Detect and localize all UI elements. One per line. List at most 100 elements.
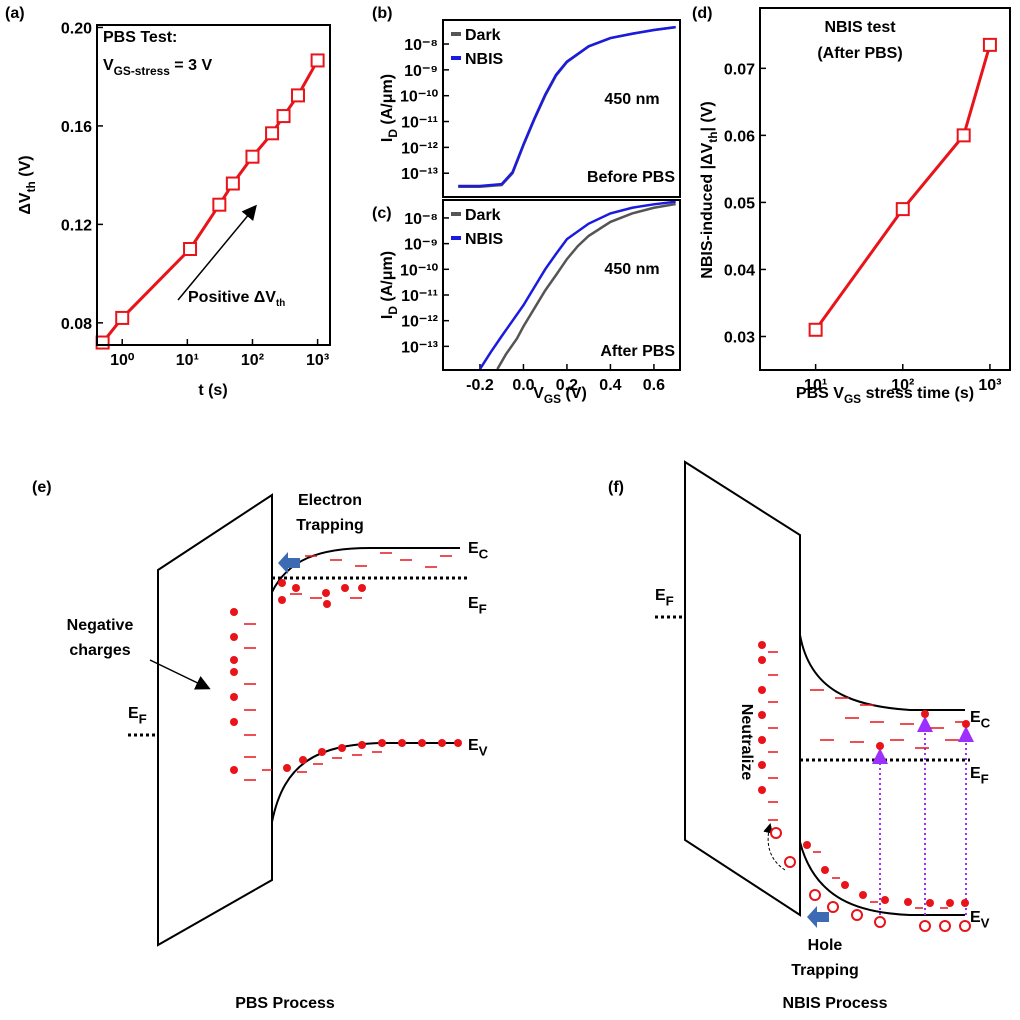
electron xyxy=(454,739,462,747)
data-marker xyxy=(808,322,823,337)
data-line xyxy=(496,202,676,370)
diagram-title: PBS Process xyxy=(235,995,335,1012)
electron xyxy=(758,656,766,664)
trapping-arrow xyxy=(278,552,300,574)
band-label-part: E xyxy=(655,587,666,604)
band-label: EF xyxy=(468,595,487,617)
annotation: 450 nm xyxy=(604,261,659,278)
data-marker xyxy=(982,37,997,52)
data-marker xyxy=(276,109,291,124)
conduction-band xyxy=(271,547,460,593)
x-tick-label: 10¹ xyxy=(804,377,827,394)
electron xyxy=(318,748,326,756)
y-axis-label: ID (A/μm) xyxy=(379,74,400,142)
pointer-arrow xyxy=(149,659,211,690)
annotation-part: th xyxy=(276,298,285,309)
x-tick-label: 0.2 xyxy=(556,377,578,394)
electron xyxy=(230,668,238,676)
electron xyxy=(230,608,238,616)
x-axis-label-part: (V) xyxy=(561,385,587,402)
x-axis-label: VGS (V) xyxy=(533,385,587,406)
panel-label: (d) xyxy=(692,5,712,22)
trapping-label: Trapping xyxy=(791,962,859,979)
electron xyxy=(758,761,766,769)
y-tick-label: 10⁻¹¹ xyxy=(401,115,438,132)
data-line xyxy=(458,25,676,188)
y-tick-label: 10⁻¹¹ xyxy=(401,288,438,305)
y-tick-label: 10⁻⁸ xyxy=(404,37,438,54)
electron xyxy=(292,584,300,592)
annotation: After PBS xyxy=(600,343,675,360)
electron xyxy=(876,742,884,750)
electron xyxy=(398,739,406,747)
annotation-part: (After PBS) xyxy=(817,45,902,62)
x-tick-label: 10² xyxy=(241,352,264,369)
band-label-part: F xyxy=(666,594,674,609)
y-tick-label: 10⁻¹³ xyxy=(401,339,438,356)
electron xyxy=(904,898,912,906)
band-label-part: E xyxy=(468,737,479,754)
electron xyxy=(230,766,238,774)
y-axis-label-part: th xyxy=(24,181,38,192)
band-label-part: C xyxy=(981,716,991,731)
y-axis-label-part: (A/μm) xyxy=(379,74,396,129)
y-axis-label-part: I xyxy=(379,138,396,142)
band-label-part: E xyxy=(970,909,981,926)
y-tick-label: 0.04 xyxy=(724,262,755,279)
x-axis-label-part: stress time (s) xyxy=(861,385,974,402)
hole xyxy=(770,827,782,839)
band-label: EF xyxy=(128,705,147,727)
band-label: EF xyxy=(970,765,989,787)
electron xyxy=(758,786,766,794)
legend-label: Dark xyxy=(465,27,501,44)
y-axis-label: ID (A/μm) xyxy=(379,251,400,319)
trapping-label: Trapping xyxy=(296,517,364,534)
electron xyxy=(230,633,238,641)
x-tick-label: 10¹ xyxy=(176,352,199,369)
electron xyxy=(803,841,811,849)
y-tick-label: 0.12 xyxy=(61,217,92,234)
y-axis-label-part: NBIS-induced |ΔV xyxy=(699,142,716,278)
x-axis-label: t (s) xyxy=(198,382,227,399)
electron xyxy=(859,891,867,899)
y-tick-label: 0.20 xyxy=(61,20,92,37)
panel-label: (f) xyxy=(608,479,624,496)
data-marker xyxy=(290,88,305,103)
electron xyxy=(758,736,766,744)
annotation-part: GS-stress xyxy=(114,64,171,78)
neutralize-label: Neutralize xyxy=(738,704,755,781)
annotation: Before PBS xyxy=(587,169,675,186)
band-label-part: F xyxy=(981,772,989,787)
data-marker xyxy=(225,176,240,191)
band-label-part: V xyxy=(981,916,990,931)
band-label: EV xyxy=(970,909,990,931)
y-tick-label: 10⁻¹⁰ xyxy=(400,89,439,106)
electron xyxy=(278,579,286,587)
y-tick-label: 10⁻¹⁰ xyxy=(400,262,439,279)
data-marker xyxy=(265,126,280,141)
electron xyxy=(283,764,291,772)
conduction-band xyxy=(799,634,965,711)
hole xyxy=(827,901,839,913)
electron xyxy=(358,584,366,592)
y-tick-label: 0.07 xyxy=(724,61,755,78)
panel-label: (a) xyxy=(5,5,25,22)
electron xyxy=(758,711,766,719)
electron xyxy=(299,756,307,764)
annotation: 450 nm xyxy=(604,91,659,108)
electron xyxy=(278,596,286,604)
diagram-f-shapes xyxy=(655,460,970,917)
electron xyxy=(881,896,889,904)
oxide xyxy=(157,493,273,947)
y-axis-label-part: th xyxy=(706,132,720,143)
electron xyxy=(758,641,766,649)
hole xyxy=(809,889,821,901)
data-marker xyxy=(183,242,198,256)
trapping-label: Electron xyxy=(298,492,362,509)
annotation: Positive ΔVth xyxy=(188,289,285,309)
charges-label: charges xyxy=(69,642,130,659)
annotation: NBIS test xyxy=(824,19,896,36)
annotation: (After PBS) xyxy=(817,45,902,62)
panel-label: (c) xyxy=(372,205,392,222)
